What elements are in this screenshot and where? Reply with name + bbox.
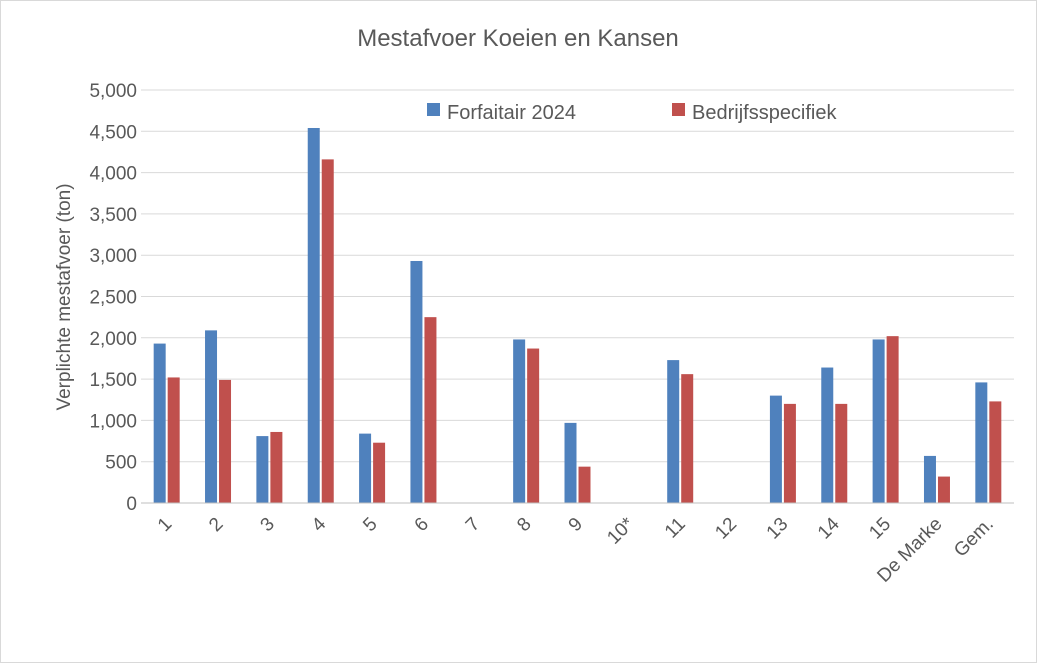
bar-bedrijfsspecifiek xyxy=(373,442,386,503)
y-tick-label: 4,000 xyxy=(89,164,137,185)
x-tick-label: 4 xyxy=(308,513,331,536)
bar-forfaitair xyxy=(872,339,885,503)
y-tick-label: 2,500 xyxy=(89,288,137,309)
x-tick-label: 5 xyxy=(359,514,381,536)
y-tick-label: 5,000 xyxy=(89,81,137,102)
bar-bedrijfsspecifiek xyxy=(219,379,232,503)
bar-forfaitair xyxy=(153,343,166,503)
legend: Forfaitair 2024 Bedrijfsspecifiek xyxy=(427,102,838,124)
y-tick-label: 500 xyxy=(105,453,137,474)
legend-swatch-bedrijfsspecifiek xyxy=(672,103,685,116)
bar-bedrijfsspecifiek xyxy=(681,374,694,503)
y-tick-label: 4,500 xyxy=(89,122,137,143)
bar-forfaitair xyxy=(821,367,834,503)
legend-swatch-forfaitair xyxy=(427,103,440,116)
y-axis-label: Verplichte mestafvoer (ton) xyxy=(54,183,75,410)
bar-bedrijfsspecifiek xyxy=(270,431,283,503)
bar-bedrijfsspecifiek xyxy=(886,336,899,503)
y-tick-label: 0 xyxy=(126,494,137,515)
y-axis-ticks: 0 500 1,000 1,500 2,000 2,500 3,000 3,500 4,000 4… xyxy=(89,81,137,515)
x-tick-label: 8 xyxy=(513,514,535,536)
bar-forfaitair xyxy=(359,433,372,503)
x-tick-label: Gem. xyxy=(950,514,998,562)
x-tick-label: 15 xyxy=(865,514,895,544)
bar-forfaitair xyxy=(564,422,577,503)
bar-bedrijfsspecifiek xyxy=(835,403,848,503)
bar-forfaitair xyxy=(769,395,782,503)
y-tick-label: 1,500 xyxy=(89,370,137,391)
chart-title: Mestafvoer Koeien en Kansen xyxy=(357,25,679,52)
bar-forfaitair xyxy=(923,455,936,503)
bar-bedrijfsspecifiek xyxy=(578,466,591,503)
x-tick-label: 6 xyxy=(411,514,433,536)
bar-forfaitair xyxy=(513,339,526,503)
x-tick-label: 13 xyxy=(763,514,793,544)
y-tick-label: 3,500 xyxy=(89,205,137,226)
bar-bedrijfsspecifiek xyxy=(527,348,540,503)
bar-forfaitair xyxy=(205,330,218,503)
y-tick-label: 3,000 xyxy=(89,246,137,267)
bar-bedrijfsspecifiek xyxy=(167,377,180,503)
bars xyxy=(153,127,1002,503)
x-tick-label: 3 xyxy=(257,514,279,536)
bar-bedrijfsspecifiek xyxy=(321,159,334,503)
bar-bedrijfsspecifiek xyxy=(937,476,950,503)
bar-bedrijfsspecifiek xyxy=(989,401,1002,503)
bar-bedrijfsspecifiek xyxy=(783,403,796,503)
x-tick-label: 9 xyxy=(565,514,587,536)
x-tick-label: 7 xyxy=(462,514,484,536)
bar-forfaitair xyxy=(307,127,320,503)
gridlines xyxy=(141,89,1014,463)
bar-forfaitair xyxy=(975,382,988,503)
x-tick-label: 10* xyxy=(603,513,638,548)
legend-label-bedrijfsspecifiek: Bedrijfsspecifiek xyxy=(692,102,838,124)
x-tick-label: 12 xyxy=(711,514,741,544)
bar-forfaitair xyxy=(410,260,423,503)
bar-forfaitair xyxy=(256,436,269,503)
x-tick-label: 2 xyxy=(205,514,227,536)
bar-forfaitair xyxy=(667,360,680,503)
bar-bedrijfsspecifiek xyxy=(424,317,437,503)
x-tick-label: 11 xyxy=(661,514,690,543)
y-tick-label: 1,000 xyxy=(89,411,137,432)
x-tick-label: 14 xyxy=(814,513,844,543)
y-tick-label: 2,000 xyxy=(89,329,137,350)
x-tick-label: 1 xyxy=(154,514,176,536)
legend-label-forfaitair: Forfaitair 2024 xyxy=(447,102,576,124)
